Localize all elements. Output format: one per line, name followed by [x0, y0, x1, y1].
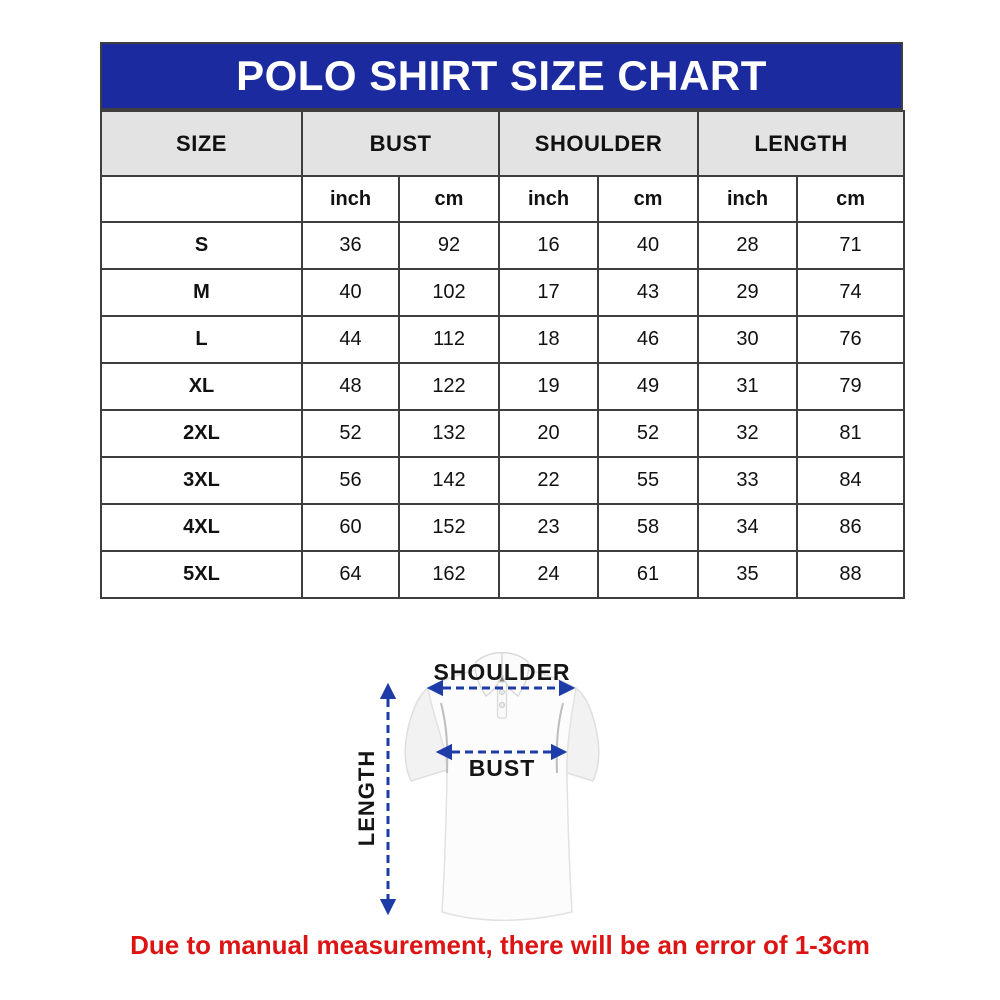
- measurement-cell: 16: [498, 221, 600, 270]
- measurement-cell: 88: [796, 550, 906, 599]
- measurement-cell: 84: [796, 456, 906, 505]
- size-row-s: S 36 92 16 40 28 71: [100, 221, 906, 270]
- length-measure-label: LENGTH: [354, 750, 379, 846]
- measurement-cell: 71: [796, 221, 906, 270]
- bust-measure-label: BUST: [469, 755, 536, 781]
- size-row-4xl: 4XL 60 152 23 58 34 86: [100, 503, 906, 552]
- size-label: XL: [100, 362, 303, 411]
- measurement-cell: 35: [697, 550, 799, 599]
- measurement-cell: 61: [597, 550, 700, 599]
- measurement-cell: 152: [397, 503, 501, 552]
- size-label: 5XL: [100, 550, 303, 599]
- measurement-cell: 28: [697, 221, 799, 270]
- measurement-cell: 79: [796, 362, 906, 411]
- measurement-cell: 23: [498, 503, 600, 552]
- column-header-bust: BUST: [300, 110, 501, 177]
- measurement-cell: 132: [397, 409, 501, 458]
- measurement-cell: 22: [498, 456, 600, 505]
- measurement-cell: 74: [796, 268, 906, 317]
- size-label: 3XL: [100, 456, 303, 505]
- unit-header-6-cm: cm: [796, 175, 906, 223]
- size-label: L: [100, 315, 303, 364]
- column-header-row: SIZE BUST SHOULDER LENGTH: [100, 110, 906, 177]
- measurement-cell: 102: [397, 268, 501, 317]
- measurement-cell: 18: [498, 315, 600, 364]
- measurement-cell: 36: [301, 221, 400, 270]
- page-title: POLO SHIRT SIZE CHART: [236, 52, 767, 99]
- measurement-cell: 17: [498, 268, 600, 317]
- measurement-cell: 24: [498, 550, 600, 599]
- measurement-cell: 60: [301, 503, 400, 552]
- measurement-cell: 43: [597, 268, 700, 317]
- size-row-m: M 40 102 17 43 29 74: [100, 268, 906, 317]
- disclaimer-text: Due to manual measurement, there will be…: [130, 930, 870, 960]
- measurement-cell: 44: [301, 315, 400, 364]
- size-label: M: [100, 268, 303, 317]
- measurement-cell: 112: [397, 315, 501, 364]
- unit-header-4-cm: cm: [597, 175, 700, 223]
- measurement-cell: 52: [301, 409, 400, 458]
- size-row-l: L 44 112 18 46 30 76: [100, 315, 906, 364]
- size-table: SIZE BUST SHOULDER LENGTH inch cm inch cm inch c…: [100, 110, 906, 599]
- measurement-cell: 40: [301, 268, 400, 317]
- measurement-cell: 58: [597, 503, 700, 552]
- measurement-cell: 46: [597, 315, 700, 364]
- title-banner: POLO SHIRT SIZE CHART: [100, 42, 903, 110]
- measurement-cell: 55: [597, 456, 700, 505]
- size-label: 2XL: [100, 409, 303, 458]
- unit-header-5-inch: inch: [697, 175, 799, 223]
- measurement-cell: 142: [397, 456, 501, 505]
- unit-header-2-cm: cm: [397, 175, 501, 223]
- unit-header-3-inch: inch: [498, 175, 600, 223]
- measurement-cell: 52: [597, 409, 700, 458]
- size-label: S: [100, 221, 303, 270]
- measurement-cell: 92: [397, 221, 501, 270]
- measurement-cell: 81: [796, 409, 906, 458]
- measurement-cell: 32: [697, 409, 799, 458]
- measurement-cell: 86: [796, 503, 906, 552]
- column-header-size: SIZE: [100, 110, 303, 177]
- measurement-cell: 19: [498, 362, 600, 411]
- polo-shirt-diagram: LENGTH SHOULDER BUST: [354, 652, 600, 921]
- measurement-cell: 30: [697, 315, 799, 364]
- measurement-cell: 76: [796, 315, 906, 364]
- measurement-cell: 34: [697, 503, 799, 552]
- size-row-2xl: 2XL 52 132 20 52 32 81: [100, 409, 906, 458]
- measurement-cell: 33: [697, 456, 799, 505]
- measurement-cell: 29: [697, 268, 799, 317]
- measurement-cell: 40: [597, 221, 700, 270]
- column-header-shoulder: SHOULDER: [498, 110, 700, 177]
- unit-header-1-inch: inch: [301, 175, 400, 223]
- measurement-cell: 20: [498, 409, 600, 458]
- shoulder-measure-label: SHOULDER: [433, 659, 570, 685]
- size-row-5xl: 5XL 64 162 24 61 35 88: [100, 550, 906, 599]
- measurement-cell: 122: [397, 362, 501, 411]
- measurement-cell: 31: [697, 362, 799, 411]
- unit-header-row: inch cm inch cm inch cm: [100, 175, 906, 223]
- column-header-length: LENGTH: [697, 110, 906, 177]
- size-row-xl: XL 48 122 19 49 31 79: [100, 362, 906, 411]
- measurement-cell: 64: [301, 550, 400, 599]
- measurement-cell: 162: [397, 550, 501, 599]
- measurement-diagram: LENGTH SHOULDER BUST: [350, 628, 660, 940]
- shirt-seams: [440, 702, 564, 774]
- size-label: 4XL: [100, 503, 303, 552]
- unit-header-empty: [100, 175, 303, 223]
- size-row-3xl: 3XL 56 142 22 55 33 84: [100, 456, 906, 505]
- measurement-cell: 48: [301, 362, 400, 411]
- measurement-cell: 49: [597, 362, 700, 411]
- measurement-cell: 56: [301, 456, 400, 505]
